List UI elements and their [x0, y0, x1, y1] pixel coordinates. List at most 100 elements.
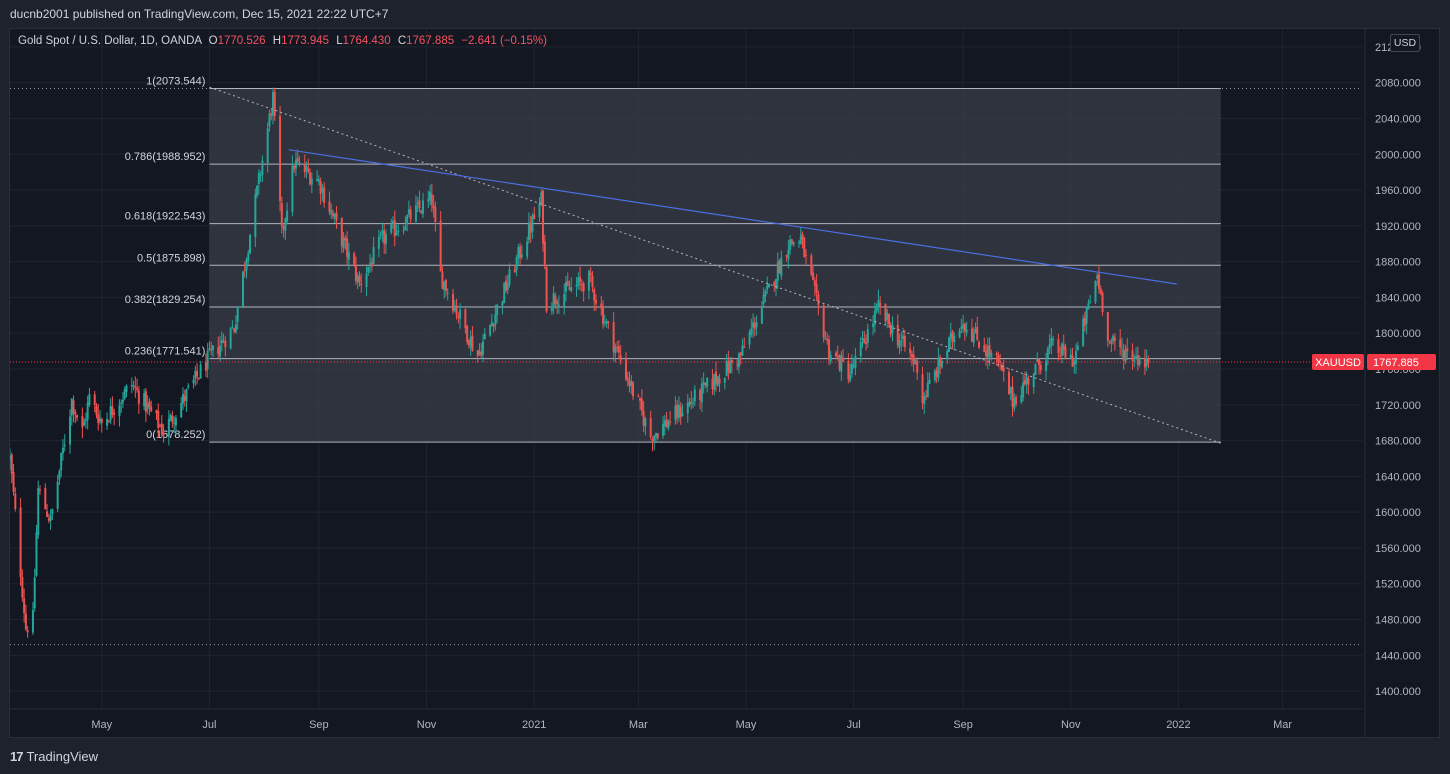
candle-body [935, 370, 938, 377]
candle-body [83, 421, 86, 426]
candle-body [392, 221, 395, 224]
candle-body [1011, 386, 1014, 407]
candle-body [665, 419, 668, 427]
candle-body [74, 411, 77, 415]
candle-body [854, 355, 857, 369]
price-tick-label: 2080.000 [1375, 78, 1421, 90]
time-tick-label: Sep [309, 719, 329, 731]
candle-body [517, 247, 520, 259]
candle-body [56, 481, 59, 509]
candle-body [1094, 281, 1097, 303]
candle-body [1027, 378, 1030, 385]
candle-body [309, 172, 312, 185]
candle-body [1050, 338, 1053, 346]
candle-body [404, 226, 407, 230]
candle-body [319, 181, 322, 195]
candle-body [1075, 351, 1078, 364]
candle-body [953, 335, 956, 343]
candle-body [628, 380, 631, 386]
candle-body [377, 237, 380, 249]
candle-body [1098, 274, 1101, 289]
candle-body [144, 391, 147, 412]
candle-body [305, 166, 308, 171]
candle-body [602, 307, 605, 324]
candle-body [564, 282, 567, 292]
candle-body [817, 293, 820, 306]
candle-body [160, 423, 163, 435]
candle-body [526, 241, 529, 257]
candle-body [997, 355, 1000, 362]
candle-body [1036, 358, 1039, 363]
candle-body [958, 330, 961, 338]
candle-body [677, 404, 680, 418]
candle-body [44, 487, 47, 510]
candle-body [482, 341, 485, 355]
time-tick-label: Jul [847, 719, 861, 731]
candle-body [617, 346, 620, 353]
open-label: O [208, 35, 218, 47]
candle-body [990, 352, 993, 358]
candle-body [554, 295, 557, 304]
candle-body [872, 323, 875, 327]
candle-body [903, 335, 906, 348]
candle-body [725, 360, 728, 377]
price-tick-label: 1480.000 [1375, 615, 1421, 627]
candle-body [430, 194, 433, 205]
candle-body [121, 399, 124, 403]
candle-body [330, 210, 333, 214]
candle-body [556, 301, 559, 305]
candle-body [501, 301, 504, 306]
candle-body [753, 322, 756, 329]
candle-body [946, 350, 949, 359]
candle-body [99, 418, 102, 422]
candle-body [268, 113, 271, 127]
candle-body [478, 351, 481, 355]
candle-body [1000, 364, 1003, 371]
candle-body [580, 283, 583, 286]
candle-body [594, 299, 597, 304]
candle-body [974, 328, 977, 334]
currency-button[interactable]: USD [1390, 34, 1420, 52]
candle-body [1013, 398, 1016, 409]
candle-body [422, 200, 425, 214]
fib-level-label: 0.5(1875.898) [137, 252, 206, 264]
candle-body [1131, 350, 1134, 361]
candle-body [106, 418, 109, 426]
candle-body [109, 406, 112, 421]
candle-body [723, 377, 726, 383]
candle-body [589, 272, 592, 276]
candle-body [446, 292, 449, 294]
candle-body [504, 280, 507, 291]
candle-body [692, 402, 695, 404]
ticker-tag-bg [1312, 353, 1364, 370]
tradingview-logo[interactable]: 17 TradingView [10, 749, 98, 764]
candle-body [624, 358, 627, 380]
candle-body [1007, 371, 1010, 395]
price-tick-label: 1560.000 [1375, 543, 1421, 555]
candle-body [1082, 318, 1085, 346]
candle-body [130, 384, 133, 387]
price-tick-label: 2000.000 [1375, 149, 1421, 161]
candle-body [1133, 360, 1136, 362]
candle-body [356, 275, 359, 283]
candle-body [545, 267, 548, 312]
candle-body [700, 383, 703, 403]
candle-body [986, 346, 989, 359]
candle-body [197, 377, 200, 379]
candle-body [513, 269, 516, 273]
candle-body [764, 291, 767, 297]
candle-body [736, 364, 739, 366]
price-tick-label: 1800.000 [1375, 328, 1421, 340]
candle-body [150, 406, 153, 412]
chart-frame[interactable]: 1(2073.544) 0.786(1988.952) 0.618(1922.543… [9, 28, 1440, 738]
candle-body [607, 321, 610, 323]
candle-body [813, 280, 816, 286]
chart-svg[interactable]: 1(2073.544) 0.786(1988.952) 0.618(1922.543… [10, 29, 1439, 737]
candle-body [347, 252, 350, 260]
candle-body [372, 246, 375, 264]
candle-body [900, 340, 903, 342]
candle-body [261, 160, 264, 175]
time-tick-label: May [736, 719, 757, 731]
candle-body [402, 230, 405, 232]
candle-body [637, 396, 640, 398]
